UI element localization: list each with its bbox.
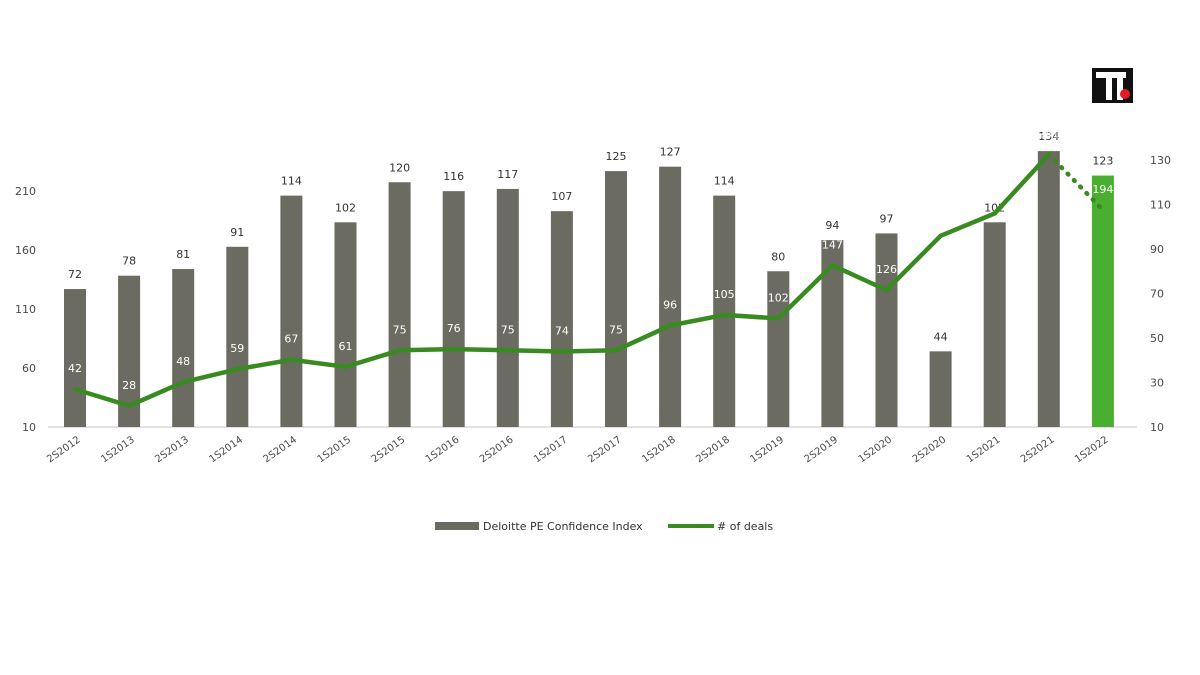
bar-value-label: 97 (880, 212, 894, 225)
line-value-label: 28 (122, 379, 136, 392)
left-axis-tick-label: 10 (22, 421, 36, 434)
bar-value-label: 120 (389, 161, 410, 174)
line-value-label: 96 (663, 299, 677, 312)
right-axis-tick-label: 70 (1150, 288, 1164, 301)
line-value-label: 48 (176, 355, 190, 368)
line-value-label: 126 (876, 263, 897, 276)
bar-value-label: 107 (551, 190, 572, 203)
bar-value-label: 72 (68, 268, 82, 281)
legend-label-deals: # of deals (717, 520, 773, 533)
x-tick-label: 1S2020 (857, 434, 895, 465)
bar-value-label: 125 (606, 150, 627, 163)
line-value-label: 67 (284, 333, 298, 346)
bar-value-label: 91 (230, 226, 244, 239)
bar-value-label: 80 (771, 250, 785, 263)
line-value-label: 194 (1092, 183, 1113, 196)
x-tick-label: 1S2013 (99, 434, 137, 465)
deals-line-dotted-segment (1046, 152, 1106, 213)
line-value-label: 61 (339, 340, 353, 353)
bar (64, 289, 86, 427)
bar-value-label: 116 (443, 170, 464, 183)
line-value-label: 59 (230, 342, 244, 355)
x-tick-label: 2S2014 (262, 434, 300, 465)
x-tick-label: 1S2018 (640, 434, 678, 465)
bar-value-label: 134 (1038, 130, 1059, 143)
bar-value-label: 102 (335, 201, 356, 214)
bar (118, 275, 141, 427)
bar (659, 166, 682, 428)
x-tick-label: 1S2014 (207, 434, 245, 465)
x-tick-label: 2S2020 (911, 434, 949, 465)
line-value-label: 75 (501, 323, 515, 336)
x-tick-label: 1S2016 (424, 434, 462, 465)
x-tick-label: 2S2016 (478, 434, 516, 465)
line-value-label: 75 (393, 323, 407, 336)
x-tick-label: 2S2019 (803, 434, 841, 465)
bar (1037, 151, 1060, 427)
bar (226, 246, 249, 427)
bar-value-label: 78 (122, 255, 136, 268)
left-axis-tick-label: 160 (15, 244, 36, 257)
legend-label-index: Deloitte PE Confidence Index (483, 520, 643, 533)
bar (713, 195, 736, 427)
line-value-label: 191 (984, 186, 1005, 199)
bar-value-label: 114 (714, 175, 735, 188)
right-axis-tick-label: 50 (1150, 332, 1164, 345)
bar-value-label: 117 (497, 168, 518, 181)
line-value-label: 241 (1038, 127, 1059, 140)
bar (983, 222, 1006, 427)
bar (929, 351, 952, 427)
bar (334, 222, 357, 427)
x-tick-label: 2S2021 (1019, 434, 1057, 465)
bar (442, 191, 465, 427)
bar-value-label: 123 (1092, 155, 1113, 168)
right-axis-tick-label: 30 (1150, 377, 1164, 390)
right-axis-tick-label: 90 (1150, 243, 1164, 256)
left-axis-tick-label: 110 (15, 303, 36, 316)
x-tick-label: 1S2021 (965, 434, 1003, 465)
deals-line (72, 152, 1052, 409)
bar (821, 240, 844, 427)
bar-value-label: 127 (660, 146, 681, 159)
line-value-label: 74 (555, 324, 569, 337)
x-tick-label: 2S2012 (45, 434, 83, 465)
bar-value-label: 44 (934, 330, 948, 343)
left-axis-tick-label: 210 (15, 185, 36, 198)
legend-swatch-index (435, 522, 479, 530)
line-value-label: 42 (68, 362, 82, 375)
bar (172, 269, 195, 427)
bar (388, 182, 411, 427)
line-value-label: 147 (822, 238, 843, 251)
x-tick-label: 1S2017 (532, 434, 570, 465)
x-tick-label: 1S2015 (316, 434, 354, 465)
bar (605, 171, 627, 427)
bar-value-label: 94 (825, 219, 839, 232)
line-value-label: 172 (930, 209, 951, 222)
line-value-label: 105 (714, 288, 735, 301)
bar (280, 195, 303, 427)
x-tick-label: 1S2022 (1073, 434, 1111, 465)
right-axis-tick-label: 10 (1150, 421, 1164, 434)
bar-value-label: 114 (281, 175, 302, 188)
x-tick-label: 1S2019 (748, 434, 786, 465)
x-tick-label: 2S2017 (586, 434, 624, 465)
x-tick-label: 2S2015 (370, 434, 408, 465)
logo-icon (1092, 68, 1133, 103)
bar-value-label: 81 (176, 248, 190, 261)
bar (550, 211, 573, 427)
line-value-label: 102 (768, 291, 789, 304)
bar (496, 188, 519, 427)
right-axis-tick-label: 110 (1150, 199, 1171, 212)
line-value-label: 76 (447, 322, 461, 335)
x-tick-label: 2S2013 (153, 434, 191, 465)
right-axis-tick-label: 130 (1150, 154, 1171, 167)
x-tick-label: 2S2018 (694, 434, 732, 465)
line-value-label: 75 (609, 323, 623, 336)
left-axis-tick-label: 60 (22, 362, 36, 375)
bar (1091, 175, 1114, 427)
